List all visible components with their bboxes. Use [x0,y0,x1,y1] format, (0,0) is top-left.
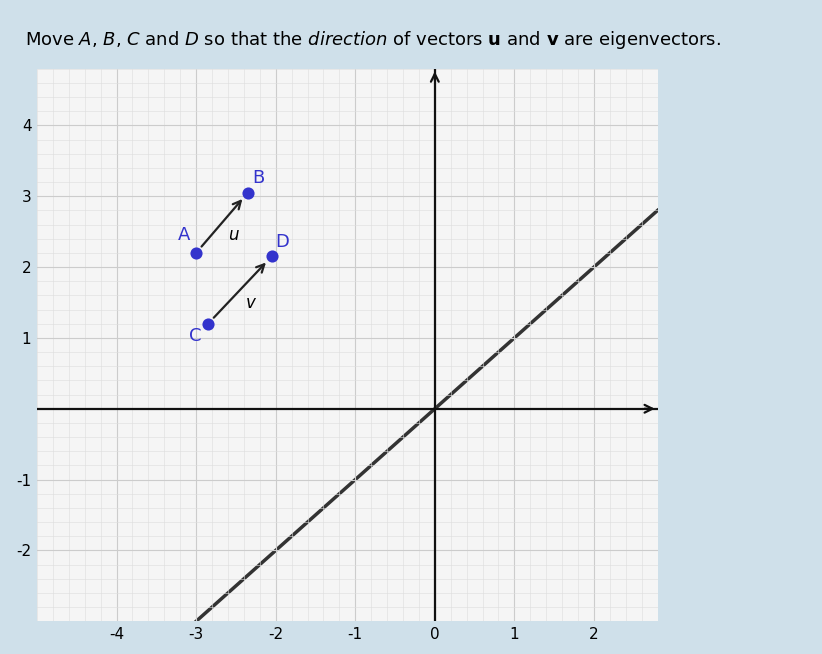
Text: A: A [178,226,190,245]
Point [242,188,255,198]
Text: v: v [247,294,256,311]
Point [190,248,203,258]
Point [201,318,215,329]
Text: B: B [252,169,264,187]
Text: D: D [275,233,289,250]
Text: C: C [189,327,201,345]
Point [266,251,279,262]
Text: u: u [229,226,239,245]
Text: Move $A$, $B$, $C$ and $D$ so that the $\mathit{direction}$ of vectors $\mathbf{: Move $A$, $B$, $C$ and $D$ so that the $… [25,29,721,52]
